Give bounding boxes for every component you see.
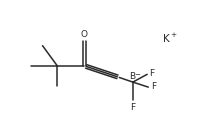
Text: −: − [134, 72, 140, 78]
Text: F: F [130, 103, 135, 112]
Text: B: B [130, 72, 136, 81]
Text: K$^+$: K$^+$ [162, 32, 177, 45]
Text: F: F [151, 82, 156, 91]
Text: O: O [81, 30, 88, 39]
Text: F: F [150, 69, 155, 78]
